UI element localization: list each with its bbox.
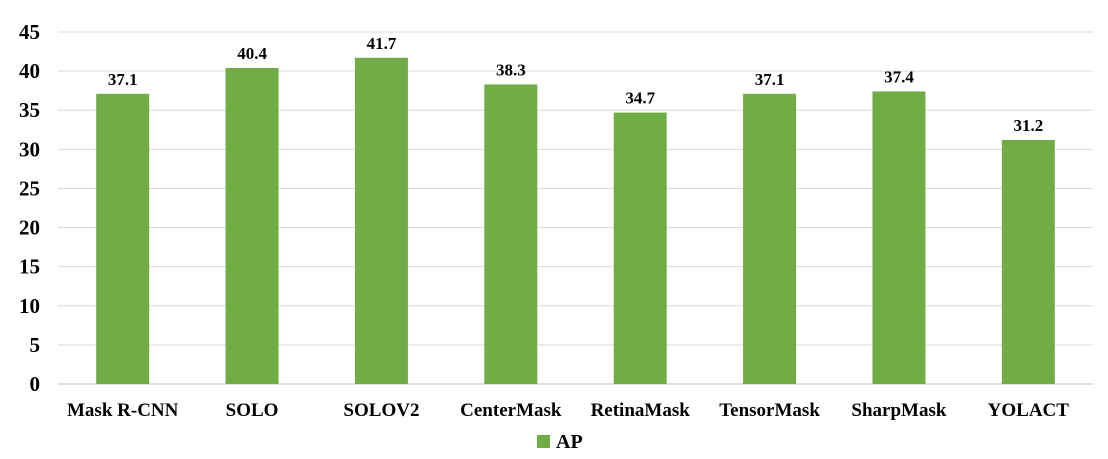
y-tick-label: 0: [30, 372, 41, 396]
y-tick-label: 15: [19, 255, 40, 279]
data-label: 37.1: [755, 70, 785, 89]
x-tick-label: SOLO: [226, 400, 279, 421]
y-tick-label: 25: [19, 176, 40, 200]
data-label: 31.2: [1013, 116, 1043, 135]
y-tick-label: 40: [19, 59, 40, 83]
x-tick-label: YOLACT: [988, 400, 1070, 421]
bar: [1001, 139, 1055, 384]
data-label: 37.1: [108, 70, 138, 89]
data-label: 37.4: [884, 67, 914, 86]
x-tick-label: Mask R-CNN: [67, 400, 179, 421]
bar: [484, 84, 538, 385]
data-labels: 37.1 40.4 41.7 38.3 34.7 37.1 37.4 31.2: [108, 34, 1043, 135]
y-tick-label: 10: [19, 294, 40, 318]
y-tick-label: 5: [30, 333, 41, 357]
y-axis-ticks: 0 5 10 15 20 25 30 35 40 45: [19, 20, 40, 396]
y-tick-label: 20: [19, 216, 40, 240]
x-tick-label: RetinaMask: [591, 400, 691, 421]
y-tick-label: 30: [19, 137, 40, 161]
y-tick-label: 45: [19, 20, 40, 44]
x-tick-label: SOLOV2: [343, 400, 419, 421]
x-tick-label: CenterMask: [460, 400, 562, 421]
gridlines: [58, 31, 1093, 346]
x-tick-label: SharpMask: [851, 400, 946, 421]
bar: [743, 93, 797, 384]
bar: [354, 57, 408, 385]
bars: [96, 57, 1055, 385]
bar: [225, 67, 279, 384]
data-label: 34.7: [625, 89, 655, 108]
legend-label: AP: [556, 431, 583, 453]
bar: [96, 93, 150, 384]
x-tick-label: TensorMask: [719, 400, 820, 421]
data-label: 40.4: [237, 44, 267, 63]
bar: [872, 91, 926, 385]
legend: AP: [537, 431, 583, 453]
x-axis-ticks: Mask R-CNN SOLO SOLOV2 CenterMask RetinaMask…: [67, 400, 1069, 421]
legend-swatch: [537, 435, 550, 448]
data-label: 38.3: [496, 60, 526, 79]
data-label: 41.7: [367, 34, 397, 53]
bar: [613, 112, 667, 385]
y-tick-label: 35: [19, 98, 40, 122]
